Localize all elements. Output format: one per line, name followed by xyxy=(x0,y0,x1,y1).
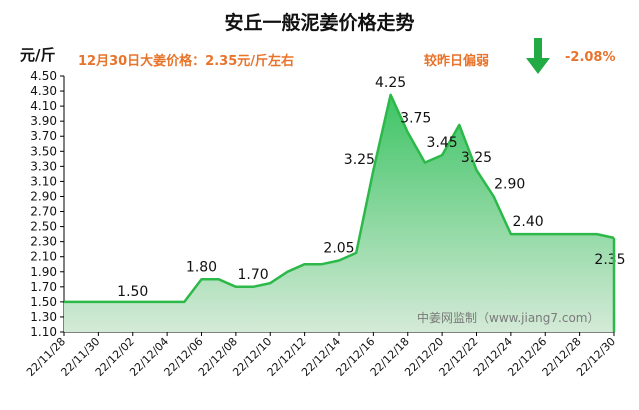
y-tick-label: 1.50 xyxy=(30,295,57,309)
data-label: 1.50 xyxy=(117,284,148,300)
unit-label: 元/斤 xyxy=(20,46,56,64)
data-label: 2.35 xyxy=(594,252,625,268)
y-tick-label: 3.30 xyxy=(30,159,57,173)
y-tick-label: 4.30 xyxy=(30,84,57,98)
data-label: 2.40 xyxy=(512,214,543,230)
compare-label: 较昨日偏弱 xyxy=(424,54,490,69)
y-tick-label: 4.10 xyxy=(30,99,57,113)
watermark: 中姜网监制（www.jiang7.com） xyxy=(417,310,599,325)
change-percent: -2.08% xyxy=(565,50,616,65)
y-tick-label: 4.50 xyxy=(30,69,57,83)
down-arrow-icon xyxy=(526,38,550,74)
y-tick-label: 1.90 xyxy=(30,265,57,279)
y-axis-ticks: 1.101.301.501.701.902.102.302.502.70 2.90… xyxy=(30,69,64,339)
series-line xyxy=(64,93,615,304)
y-tick-label: 1.30 xyxy=(30,310,57,324)
y-tick-label: 3.10 xyxy=(30,174,57,188)
y-tick-label: 2.90 xyxy=(30,189,57,203)
data-label: 1.80 xyxy=(186,259,217,275)
data-label: 2.05 xyxy=(323,240,354,256)
y-tick-label: 1.10 xyxy=(30,325,57,339)
data-label: 4.25 xyxy=(375,75,406,91)
y-tick-label: 2.10 xyxy=(30,250,57,264)
y-tick-label: 2.70 xyxy=(30,205,57,219)
y-tick-label: 3.50 xyxy=(30,144,57,158)
data-labels: 1.501.80 1.702.053.254.253.753.453.252.90… xyxy=(117,75,625,300)
data-label: 3.25 xyxy=(344,152,375,168)
price-note: 12月30日大姜价格：2.35元/斤左右 xyxy=(78,54,295,69)
y-tick-label: 3.70 xyxy=(30,129,57,143)
data-label: 3.45 xyxy=(427,135,458,151)
y-tick-label: 3.90 xyxy=(30,114,57,128)
area-fill xyxy=(64,94,614,332)
data-label: 3.75 xyxy=(400,110,431,126)
data-label: 3.25 xyxy=(461,150,492,166)
data-label: 2.90 xyxy=(494,176,525,192)
data-label: 1.70 xyxy=(237,267,268,283)
y-tick-label: 2.30 xyxy=(30,235,57,249)
y-tick-label: 2.50 xyxy=(30,220,57,234)
y-tick-label: 1.70 xyxy=(30,280,57,294)
chart-title: 安丘一般泥姜价格走势 xyxy=(224,12,415,34)
x-axis-ticks: 22/11/2822/11/3022/12/0222/12/0422/12/06… xyxy=(24,332,618,379)
